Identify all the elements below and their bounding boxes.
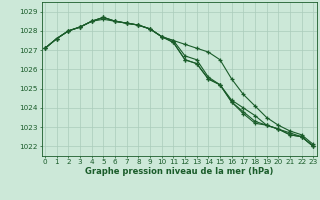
X-axis label: Graphe pression niveau de la mer (hPa): Graphe pression niveau de la mer (hPa): [85, 167, 273, 176]
